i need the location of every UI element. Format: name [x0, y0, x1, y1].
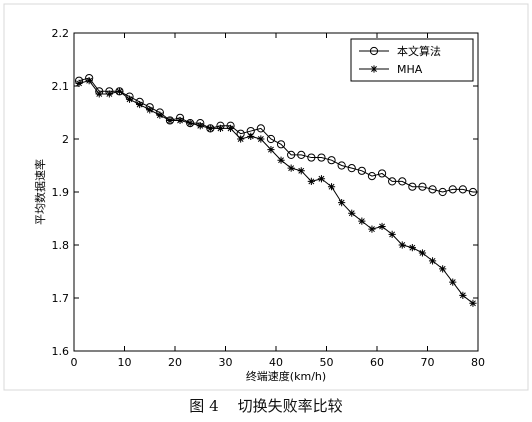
series-1-point	[256, 124, 265, 133]
series-1-point	[398, 177, 407, 186]
series-2-point	[287, 164, 295, 172]
series-1-point	[367, 172, 377, 181]
figure-caption: 图 4 切换失败率比较	[189, 397, 343, 415]
series-1-point	[327, 156, 336, 165]
series-1-point	[448, 185, 457, 194]
y-tick-label: 1.6	[52, 345, 70, 358]
x-tick-label: 30	[219, 356, 233, 369]
series-1-point	[438, 187, 447, 197]
x-tick-label: 10	[118, 356, 132, 369]
series-2-point	[418, 249, 427, 257]
series-2-point	[469, 299, 477, 307]
series-2-point	[449, 278, 457, 286]
legend-marker-1	[369, 46, 379, 56]
y-axis-label: 平均数据速率	[33, 159, 47, 225]
series-1-point	[418, 182, 427, 191]
series-2-point	[338, 199, 346, 207]
series-1-point	[377, 169, 387, 178]
series-2-point	[156, 111, 164, 119]
series-2-point	[237, 135, 245, 143]
x-tick-label: 70	[421, 356, 435, 369]
legend-marker-2	[370, 65, 378, 73]
legend-box	[350, 38, 474, 82]
series-2-point	[368, 225, 376, 233]
series-2-point	[428, 257, 437, 265]
series-2-point	[176, 116, 184, 125]
x-tick-label: 40	[269, 356, 283, 369]
series-1-point	[317, 153, 326, 162]
series-2-point	[398, 241, 406, 249]
y-tick-label: 2	[62, 133, 69, 146]
series-2-point	[378, 222, 386, 231]
series-2-point	[247, 132, 255, 140]
y-tick-label: 1.9	[52, 186, 70, 199]
figure-frame	[3, 3, 529, 391]
series-1-point	[337, 161, 346, 170]
y-tick-label: 2.1	[52, 80, 70, 93]
x-tick-label: 80	[471, 356, 485, 369]
series-2-point	[297, 167, 305, 175]
series-2-point	[115, 87, 124, 95]
series-2-point	[75, 79, 83, 87]
x-tick-label: 60	[370, 356, 384, 369]
y-tick-label: 2.2	[52, 27, 70, 40]
series-2-point	[327, 183, 336, 191]
series-1-point	[297, 150, 306, 159]
series-line-2	[78, 80, 474, 304]
series-2-point	[348, 209, 356, 217]
series-2-point	[307, 177, 315, 185]
series-2-point	[216, 124, 225, 132]
x-tick-label: 0	[71, 356, 78, 369]
legend-label-1: 本文算法	[397, 44, 441, 58]
series-line-1	[78, 77, 474, 193]
plot-area: 0 10 20 30 40 50 60 70 80 1.6 1.7 1.8 1.9 2 2.1 2.2 终端速度…	[33, 27, 485, 383]
series-1-point	[357, 166, 366, 175]
series-2-point	[125, 95, 134, 103]
series-2-point	[459, 291, 467, 299]
legend-label-2: MHA	[397, 63, 423, 76]
series-1-point	[266, 134, 276, 144]
series-2-point	[439, 265, 447, 273]
x-tick-label: 50	[320, 356, 334, 369]
series-1-point	[458, 185, 467, 194]
series-1-point	[307, 153, 316, 162]
series-2-point	[166, 116, 174, 125]
x-axis-label: 终端速度(km/h)	[246, 369, 326, 383]
series-1-point	[276, 140, 286, 149]
series-2-point	[85, 77, 93, 85]
series-2-point	[257, 135, 265, 143]
series-2-point	[206, 124, 214, 132]
series-2-point	[136, 100, 144, 109]
x-tick-label: 20	[168, 356, 182, 369]
series-1-point	[347, 164, 356, 173]
series-2-point	[267, 146, 275, 154]
series-2-point	[95, 90, 103, 98]
y-tick-label: 1.8	[52, 239, 70, 252]
series-1-point	[287, 150, 296, 159]
series-1-point	[468, 187, 478, 197]
series-1-point	[388, 177, 397, 186]
series-2-point	[146, 106, 154, 114]
series-2-point	[317, 175, 326, 183]
series-2-point	[105, 90, 113, 98]
series-2-point	[358, 217, 366, 225]
series-2-point	[277, 156, 285, 164]
series-2-point	[408, 244, 416, 252]
series-2-point	[196, 122, 204, 130]
y-tick-label: 1.7	[52, 292, 70, 305]
series-2-point	[186, 119, 194, 127]
series-2-point	[226, 124, 235, 132]
series-1-point	[428, 185, 437, 194]
series-2-point	[388, 230, 396, 238]
series-1-point	[408, 182, 417, 191]
